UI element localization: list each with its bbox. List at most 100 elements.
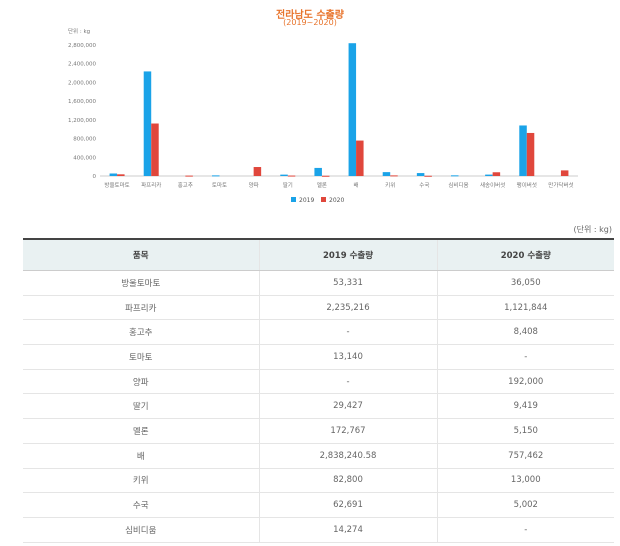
x-tick-label: 팽이버섯 xyxy=(517,181,537,189)
bar-2019-3 xyxy=(212,175,220,177)
cell-2020: 13,000 xyxy=(436,468,614,494)
bar-chart: 단위 : kg 0 400,000 800,000 1,200,000 1,600,000… xyxy=(68,27,578,204)
header-2020: 2020 수출량 xyxy=(436,238,614,271)
cell-2020: 8,408 xyxy=(436,319,614,346)
cell-item: 멜론 xyxy=(23,418,259,444)
chart-title: 전라남도 수출량 xyxy=(276,10,344,21)
bar-2020-7 xyxy=(356,140,364,176)
cell-2020: - xyxy=(436,517,614,543)
cell-item: 토마토 xyxy=(23,344,259,370)
table-row: 심비디움 14,274- xyxy=(23,517,614,543)
table-row: 토마토 13,140- xyxy=(23,344,614,370)
chart-subtitle: (2019~2020) xyxy=(283,18,337,27)
cell-item: 파프리카 xyxy=(23,295,259,321)
bar-2020-5 xyxy=(287,175,296,177)
bar-2019-7 xyxy=(348,43,357,176)
x-tick-label: 새송이버섯 xyxy=(480,181,505,189)
x-tick-label: 키위 xyxy=(385,181,395,189)
table-row: 홍고추 -8,408 xyxy=(23,319,614,346)
table-row: 배 2,838,240.58 757,462 xyxy=(23,443,614,469)
x-tick-label: 딸기 xyxy=(283,181,293,189)
legend-swatch-2019 xyxy=(291,197,296,202)
bar-2019-11 xyxy=(485,174,493,176)
cell-2020: 1,121,844 xyxy=(436,295,614,321)
cell-item: 딸기 xyxy=(23,393,259,420)
header-item: 품목 xyxy=(23,238,259,271)
bar-2020-0 xyxy=(117,174,125,176)
table-row: 키위 82,800 13,000 xyxy=(23,468,614,494)
table-row: 양파 -192,000 xyxy=(23,369,614,395)
cell-2020: - xyxy=(436,344,614,370)
y-axis-label: 단위 : kg xyxy=(68,27,90,35)
x-tick-label: 배 xyxy=(354,181,359,189)
x-tick-label: 멜론 xyxy=(317,182,327,189)
cell-2020: 757,462 xyxy=(436,443,614,469)
bar-2020-2 xyxy=(185,175,193,177)
cell-item: 배 xyxy=(23,443,259,469)
bar-2019-9 xyxy=(416,173,425,176)
y-tick-label: 2,000,000 xyxy=(68,80,96,86)
cell-2019: 2,235,216 xyxy=(258,295,437,321)
cell-2019: 14,274 xyxy=(258,517,437,543)
cell-item: 수국 xyxy=(23,492,259,518)
x-tick-label: 토마토 xyxy=(212,181,227,189)
y-tick-label: 2,800,000 xyxy=(68,43,96,49)
y-tick-label: 800,000 xyxy=(73,137,96,143)
bar-2020-12 xyxy=(526,132,535,176)
bar-2020-11 xyxy=(492,172,501,176)
table-row: 방울토마토 53,331 36,050 xyxy=(23,270,614,296)
bar-2019-10 xyxy=(451,175,459,177)
y-tick-label: 1,600,000 xyxy=(68,99,96,105)
cell-2019: 62,691 xyxy=(258,492,437,518)
cell-item: 심비디움 xyxy=(23,517,259,543)
cell-2019: - xyxy=(258,369,437,395)
y-tick-label: 400,000 xyxy=(73,155,96,161)
bar-2019-0 xyxy=(109,173,118,176)
x-tick-label: 양파 xyxy=(249,181,259,189)
cell-item: 키위 xyxy=(23,468,259,494)
x-tick-label: 홍고추 xyxy=(178,181,193,189)
y-tick-label: 0 xyxy=(93,174,97,180)
table-row: 파프리카 2,235,216 1,121,844 xyxy=(23,295,614,321)
cell-2020: 36,050 xyxy=(436,270,614,296)
y-tick-label: 2,400,000 xyxy=(68,62,96,68)
header-2019: 2019 수출량 xyxy=(258,238,437,271)
bar-2019-12 xyxy=(519,125,527,176)
cell-2019: 82,800 xyxy=(258,468,437,494)
cell-2019: 13,140 xyxy=(258,344,437,370)
table-row: 딸기 29,427 9,419 xyxy=(23,393,614,420)
table-header-row: 품목 2019 수출량 2020 수출량 xyxy=(23,238,614,271)
cell-item: 방울토마토 xyxy=(23,270,259,296)
table-row: 멜론 172,767 5,150 xyxy=(23,418,614,444)
bar-2020-9 xyxy=(424,175,432,177)
bar-2020-8 xyxy=(390,175,398,177)
cell-2019: 29,427 xyxy=(258,393,437,420)
bar-2019-5 xyxy=(280,174,288,176)
bar-2019-1 xyxy=(143,71,152,176)
cell-2019: 53,331 xyxy=(258,270,437,296)
cell-item: 홍고추 xyxy=(23,319,259,346)
x-tick-label: 만가닥버섯 xyxy=(548,181,573,189)
cell-2019: - xyxy=(258,319,437,346)
cell-2020: 9,419 xyxy=(436,393,614,420)
cell-2019: 2,838,240.58 xyxy=(258,443,437,469)
y-tick-label: 1,200,000 xyxy=(68,118,96,124)
bar-2020-6 xyxy=(321,175,330,177)
unit-note: (단위 : kg) xyxy=(573,225,612,234)
export-table: 품목 2019 수출량 2020 수출량 방울토마토 53,331 36,050 파프… xyxy=(23,238,614,543)
cell-2019: 172,767 xyxy=(258,418,437,444)
x-tick-label: 수국 xyxy=(419,182,429,189)
x-tick-label: 심비디움 xyxy=(448,181,468,189)
cell-2020: 5,002 xyxy=(436,492,614,518)
bar-2020-4 xyxy=(253,167,262,176)
legend-label-2019: 2019 xyxy=(299,197,314,204)
bar-2020-1 xyxy=(151,123,159,176)
cell-item: 양파 xyxy=(23,369,259,395)
cell-2020: 192,000 xyxy=(436,369,614,395)
legend-swatch-2020 xyxy=(321,197,326,202)
bar-2019-6 xyxy=(314,167,322,176)
bar-2020-13 xyxy=(560,170,569,176)
legend-label-2020: 2020 xyxy=(329,197,344,204)
bar-2019-8 xyxy=(382,172,391,176)
x-tick-label: 파프리카 xyxy=(141,181,161,189)
